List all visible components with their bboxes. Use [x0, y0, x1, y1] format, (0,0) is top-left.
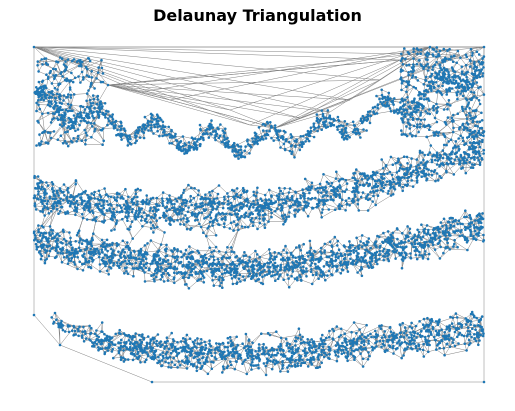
triangulation-points	[32, 45, 486, 384]
data-point-markers	[32, 45, 486, 384]
chart-title: Delaunay Triangulation	[153, 6, 362, 25]
